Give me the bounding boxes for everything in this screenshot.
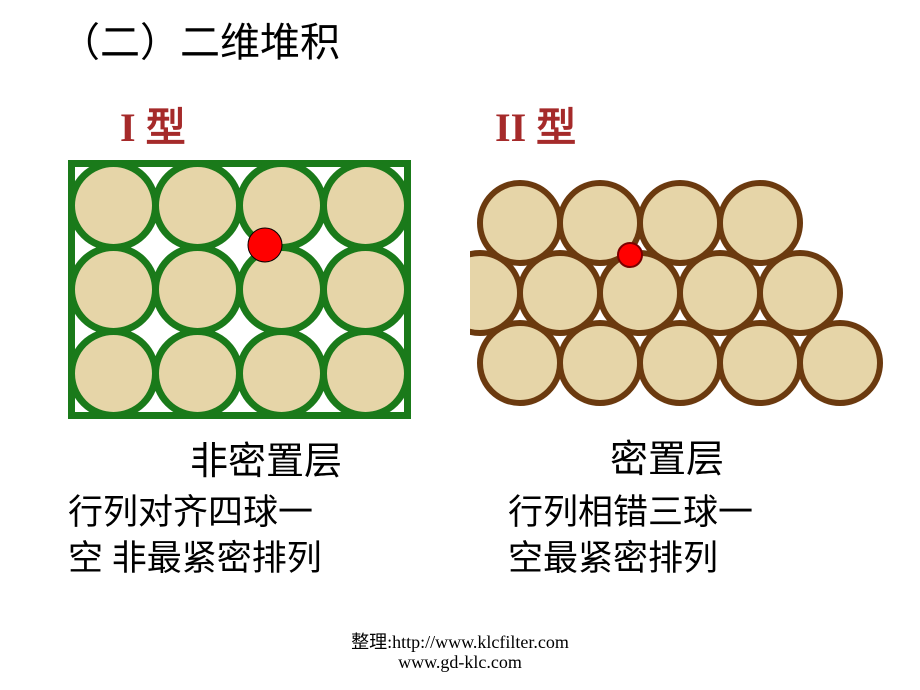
type2-diagram	[470, 180, 910, 440]
type2-label: II 型	[495, 95, 576, 153]
type1-label: I 型	[120, 95, 186, 153]
type1-desc: 行列对齐四球一空 非最紧密排列	[68, 490, 322, 581]
type2-desc: 行列相错三球一空最紧密排列	[508, 490, 753, 581]
type1-diagram	[68, 160, 411, 419]
credit-line-1: 整理:http://www.klcfilter.com	[0, 628, 920, 654]
type2-subtitle: 密置层	[610, 428, 724, 483]
credit-line-2: www.gd-klc.com	[0, 652, 920, 673]
main-title: （二）二维堆积	[60, 10, 340, 68]
type1-subtitle: 非密置层	[190, 430, 342, 485]
